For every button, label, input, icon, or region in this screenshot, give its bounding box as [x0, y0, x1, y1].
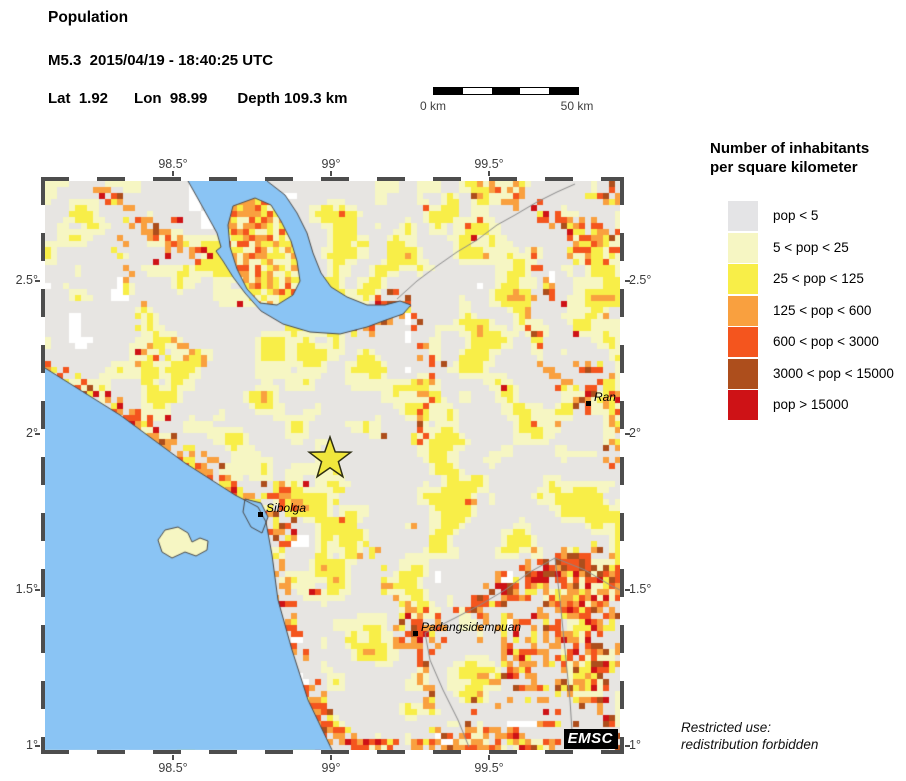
scale-bar-label-right: 50 km [560, 99, 594, 113]
city-label: Padangsidempuan [421, 619, 522, 634]
event-lat: Lat 1.92 [48, 90, 109, 107]
axis-tick-right [625, 280, 630, 283]
event-lon: Lon 98.99 [134, 90, 208, 107]
legend-item: pop > 15000 [728, 390, 906, 420]
axis-label-left: 2° [26, 426, 38, 441]
legend-item: 125 < pop < 600 [728, 295, 906, 326]
map-frame-right [620, 177, 624, 754]
axis-label-bottom: 99.5° [474, 761, 504, 775]
axis-label-right: 2.5° [629, 273, 652, 288]
legend-label: 600 < pop < 3000 [773, 334, 879, 349]
legend-swatch [728, 232, 758, 263]
scale-bar-segment [434, 88, 463, 94]
legend-item: 5 < pop < 25 [728, 232, 906, 263]
legend-label: pop > 15000 [773, 397, 849, 412]
event-coordinates: Lat 1.92 Lon 98.99 Depth 109.3 km [48, 90, 347, 107]
scale-bar-segment [520, 88, 550, 94]
legend-swatch [728, 201, 758, 231]
city-marker [413, 630, 418, 636]
axis-label-top: 98.5° [158, 157, 188, 171]
legend-item: 25 < pop < 125 [728, 264, 906, 294]
legend-item: 3000 < pop < 15000 [728, 358, 906, 389]
legend-item: 600 < pop < 3000 [728, 327, 906, 357]
axis-label-left: 1.5° [15, 582, 38, 597]
legend-label: 125 < pop < 600 [773, 302, 872, 318]
axis-tick-top [171, 171, 174, 176]
legend-title-line2: per square kilometer [710, 159, 858, 176]
axis-tick-right [625, 745, 630, 748]
map-frame-bottom [41, 750, 624, 754]
axis-tick-bottom [330, 755, 332, 760]
axis-label-left: 1° [26, 738, 38, 753]
legend-label: 25 < pop < 125 [773, 271, 864, 286]
scale-bar-label-left: 0 km [419, 99, 447, 113]
earthquake-star-icon [307, 434, 354, 479]
page-title: Population [48, 9, 129, 26]
axis-label-top: 99.5° [474, 157, 504, 171]
axis-label-right: 1° [629, 738, 641, 753]
legend-label: 5 < pop < 25 [773, 239, 849, 255]
axis-tick-bottom [171, 755, 174, 760]
restricted-use-note: Restricted use: redistribution forbidden [681, 719, 818, 753]
legend-label: 3000 < pop < 15000 [773, 365, 894, 381]
event-depth: Depth 109.3 km [237, 90, 348, 107]
legend-item: pop < 5 [728, 201, 906, 231]
axis-tick-right [625, 589, 630, 592]
legend-title-line1: Number of inhabitants [710, 140, 870, 157]
scale-bar [433, 87, 579, 95]
axis-label-right: 1.5° [629, 582, 652, 597]
axis-tick-top [488, 171, 490, 176]
legend-swatch [728, 264, 758, 294]
axis-tick-left [35, 280, 40, 283]
legend-swatch [728, 295, 758, 326]
axis-label-top: 99° [321, 157, 341, 171]
scale-bar-segment [491, 88, 521, 94]
legend-swatch [728, 358, 758, 389]
event-magnitude-time: M5.3 2015/04/19 - 18:40:25 UTC [48, 52, 274, 69]
city-marker [258, 511, 264, 517]
axis-tick-top [330, 171, 332, 176]
city-marker [585, 400, 591, 406]
axis-tick-left [35, 433, 40, 436]
axis-tick-left [35, 589, 40, 592]
population-map: EMSC Sibolga Padangsidempuan Ran [45, 181, 620, 750]
restricted-use-line2: redistribution forbidden [681, 737, 819, 752]
axis-label-bottom: 98.5° [158, 761, 188, 775]
legend-title: Number of inhabitants per square kilomet… [710, 139, 869, 177]
map-frame-left [41, 177, 45, 754]
axis-tick-bottom [488, 755, 490, 760]
emsc-logo: EMSC [563, 729, 618, 749]
scale-bar-segment [462, 88, 492, 94]
city-label: Sibolga [266, 500, 307, 515]
legend: pop < 5 5 < pop < 25 25 < pop < 125 125 < p… [728, 201, 906, 426]
legend-label: pop < 5 [773, 208, 819, 223]
restricted-use-line1: Restricted use: [681, 720, 772, 735]
scale-bar-segment [549, 88, 578, 94]
axis-tick-left [35, 745, 40, 748]
axis-label-left: 2.5° [15, 273, 38, 288]
axis-label-right: 2° [629, 426, 641, 441]
axis-tick-right [625, 433, 630, 436]
axis-label-bottom: 99° [321, 761, 341, 775]
legend-swatch [728, 327, 758, 357]
legend-swatch [728, 390, 758, 420]
map-frame-top [41, 177, 624, 181]
city-label: Ran [593, 389, 616, 404]
